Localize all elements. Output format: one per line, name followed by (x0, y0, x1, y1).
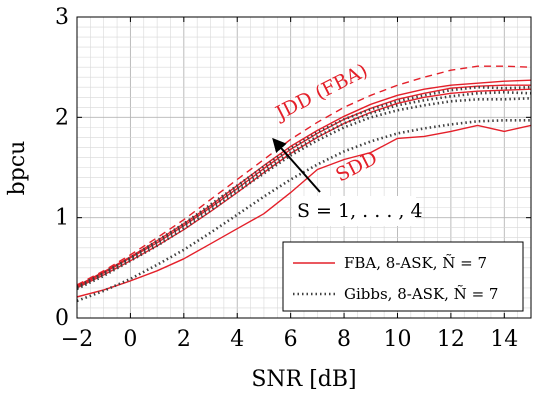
series-line-gibbs-6 (77, 91, 531, 290)
series-line-fba-1 (77, 79, 531, 287)
y-tick-label: 0 (55, 306, 69, 331)
annotation-arrow (272, 137, 321, 193)
x-tick-label: 12 (437, 327, 465, 352)
x-axis-label: SNR [dB] (251, 367, 356, 392)
jdd-label: JDD (FBA) (271, 60, 372, 126)
x-tick-label: −2 (61, 327, 93, 352)
series-line-gibbs-7 (77, 97, 531, 291)
x-tick-label: 0 (123, 327, 137, 352)
series-line-gibbs-5 (77, 85, 531, 289)
legend-box (282, 241, 524, 312)
legend-label-fba: FBA, 8-ASK, Ñ = 7 (344, 254, 487, 272)
series-line-fba-4 (77, 124, 531, 298)
s-range-label: S = 1, . . . , 4 (297, 200, 423, 222)
x-tick-label: 10 (383, 327, 411, 352)
y-axis-label: bpcu (5, 141, 30, 196)
s-range-label-bg (292, 196, 416, 226)
x-tick-label: 6 (284, 327, 298, 352)
x-tick-label: 4 (230, 327, 244, 352)
plot-frame (76, 16, 532, 319)
x-tick-label: 14 (490, 327, 518, 352)
x-tick-label: 2 (177, 327, 191, 352)
annotations: S = 1, . . . , 4 JDD (FBA) SDD (271, 60, 423, 226)
series-line-gibbs-8 (77, 119, 531, 303)
y-tick-label: 1 (55, 206, 69, 231)
series-group (77, 65, 531, 303)
legend: FBA, 8-ASK, Ñ = 7 Gibbs, 8-ASK, Ñ = 7 (282, 241, 524, 312)
y-tick-label: 2 (55, 105, 69, 130)
x-tick-label: 8 (337, 327, 351, 352)
y-tick-label: 3 (55, 5, 69, 30)
legend-label-gibbs: Gibbs, 8-ASK, Ñ = 7 (344, 285, 498, 303)
series-line-fba-0 (77, 65, 531, 286)
